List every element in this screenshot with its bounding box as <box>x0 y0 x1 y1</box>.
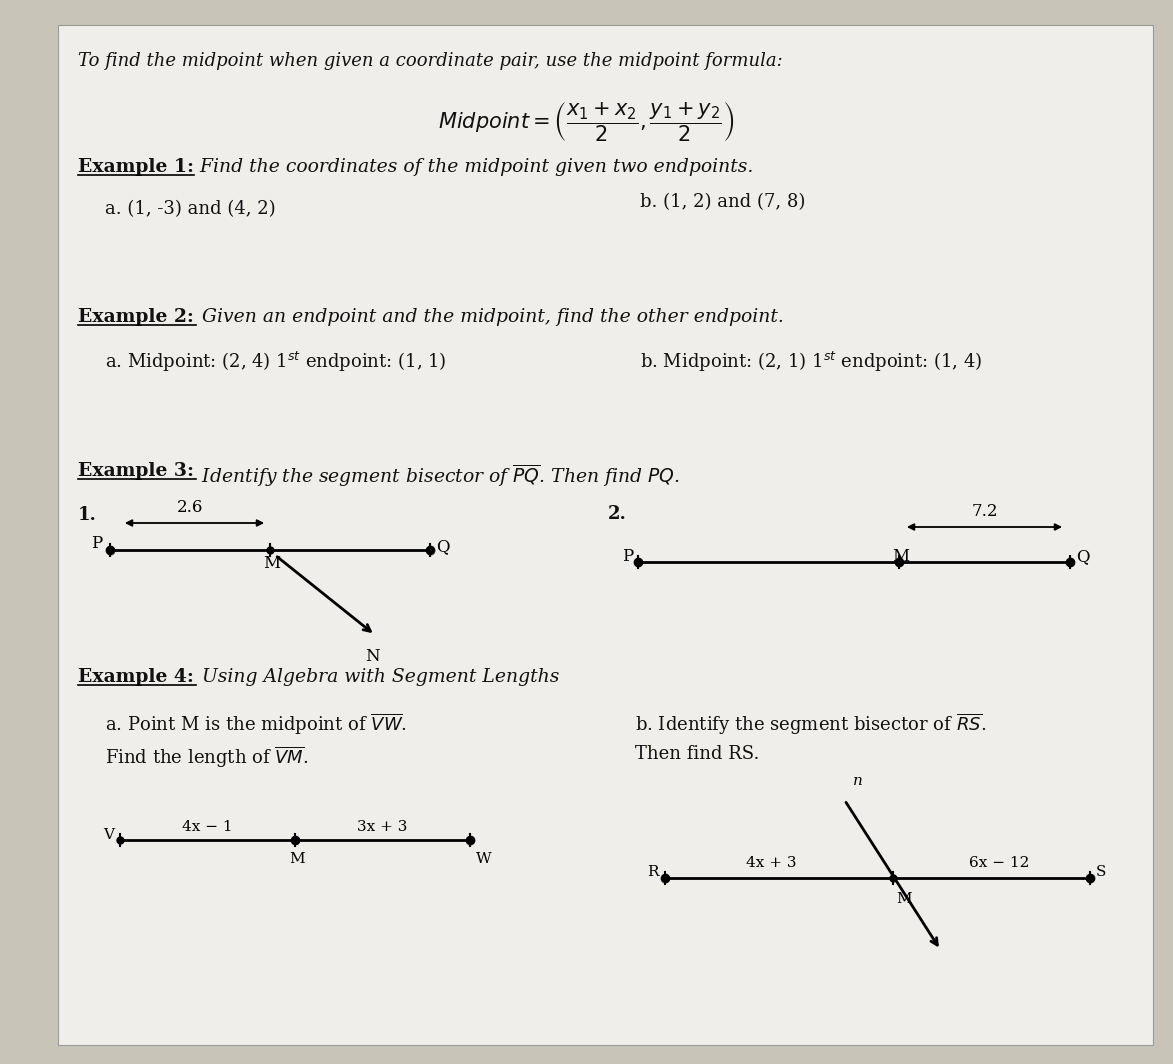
Text: R: R <box>647 865 659 879</box>
Text: To find the midpoint when given a coordinate pair, use the midpoint formula:: To find the midpoint when given a coordi… <box>77 52 782 70</box>
Text: 4x − 1: 4x − 1 <box>182 820 232 834</box>
Text: 1.: 1. <box>77 506 97 523</box>
Text: 6x − 12: 6x − 12 <box>969 857 1030 870</box>
Text: V: V <box>103 828 114 842</box>
Text: Find the length of $\overline{VM}$.: Find the length of $\overline{VM}$. <box>106 745 308 770</box>
Text: 3x + 3: 3x + 3 <box>358 820 408 834</box>
FancyBboxPatch shape <box>57 24 1153 1045</box>
Text: a. Point M is the midpoint of $\overline{VW}$.: a. Point M is the midpoint of $\overline… <box>106 712 407 737</box>
Text: P: P <box>622 548 633 565</box>
Text: Then find RS.: Then find RS. <box>635 745 759 763</box>
Text: N: N <box>365 648 380 665</box>
Text: 2.: 2. <box>608 505 626 523</box>
Text: a. Midpoint: (2, 4) 1$^{st}$ endpoint: (1, 1): a. Midpoint: (2, 4) 1$^{st}$ endpoint: (… <box>106 350 447 375</box>
Text: 4x + 3: 4x + 3 <box>746 857 796 870</box>
Text: 2.6: 2.6 <box>177 499 203 516</box>
Text: a. (1, -3) and (4, 2): a. (1, -3) and (4, 2) <box>106 200 276 218</box>
Text: P: P <box>90 535 102 552</box>
Text: $\it{Midpoint} = \left(\dfrac{x_1 + x_2}{2},\dfrac{y_1 + y_2}{2}\right)$: $\it{Midpoint} = \left(\dfrac{x_1 + x_2}… <box>438 100 734 144</box>
Text: Example 3:: Example 3: <box>77 462 194 480</box>
Text: b. Midpoint: (2, 1) 1$^{st}$ endpoint: (1, 4): b. Midpoint: (2, 1) 1$^{st}$ endpoint: (… <box>640 350 982 375</box>
Text: Using Algebra with Segment Lengths: Using Algebra with Segment Lengths <box>196 668 560 686</box>
Text: n: n <box>853 774 862 788</box>
Text: S: S <box>1096 865 1106 879</box>
Text: Example 4:: Example 4: <box>77 668 194 686</box>
Text: Q: Q <box>436 538 449 555</box>
Text: Identify the segment bisector of $\overline{PQ}$. Then find $PQ$.: Identify the segment bisector of $\overl… <box>196 462 679 488</box>
Text: Q: Q <box>1076 548 1090 565</box>
Text: M: M <box>893 548 909 565</box>
Text: M: M <box>896 892 913 907</box>
Text: b. Identify the segment bisector of $\overline{RS}$.: b. Identify the segment bisector of $\ov… <box>635 712 986 737</box>
Text: M: M <box>290 852 305 866</box>
Text: 7.2: 7.2 <box>971 503 998 520</box>
Text: W: W <box>476 852 491 866</box>
Text: M: M <box>264 555 280 572</box>
Text: Example 1:: Example 1: <box>77 157 194 176</box>
Text: Find the coordinates of the midpoint given two endpoints.: Find the coordinates of the midpoint giv… <box>194 157 753 176</box>
Text: b. (1, 2) and (7, 8): b. (1, 2) and (7, 8) <box>640 193 806 211</box>
Text: Example 2:: Example 2: <box>77 307 194 326</box>
Text: Given an endpoint and the midpoint, find the other endpoint.: Given an endpoint and the midpoint, find… <box>196 307 784 326</box>
